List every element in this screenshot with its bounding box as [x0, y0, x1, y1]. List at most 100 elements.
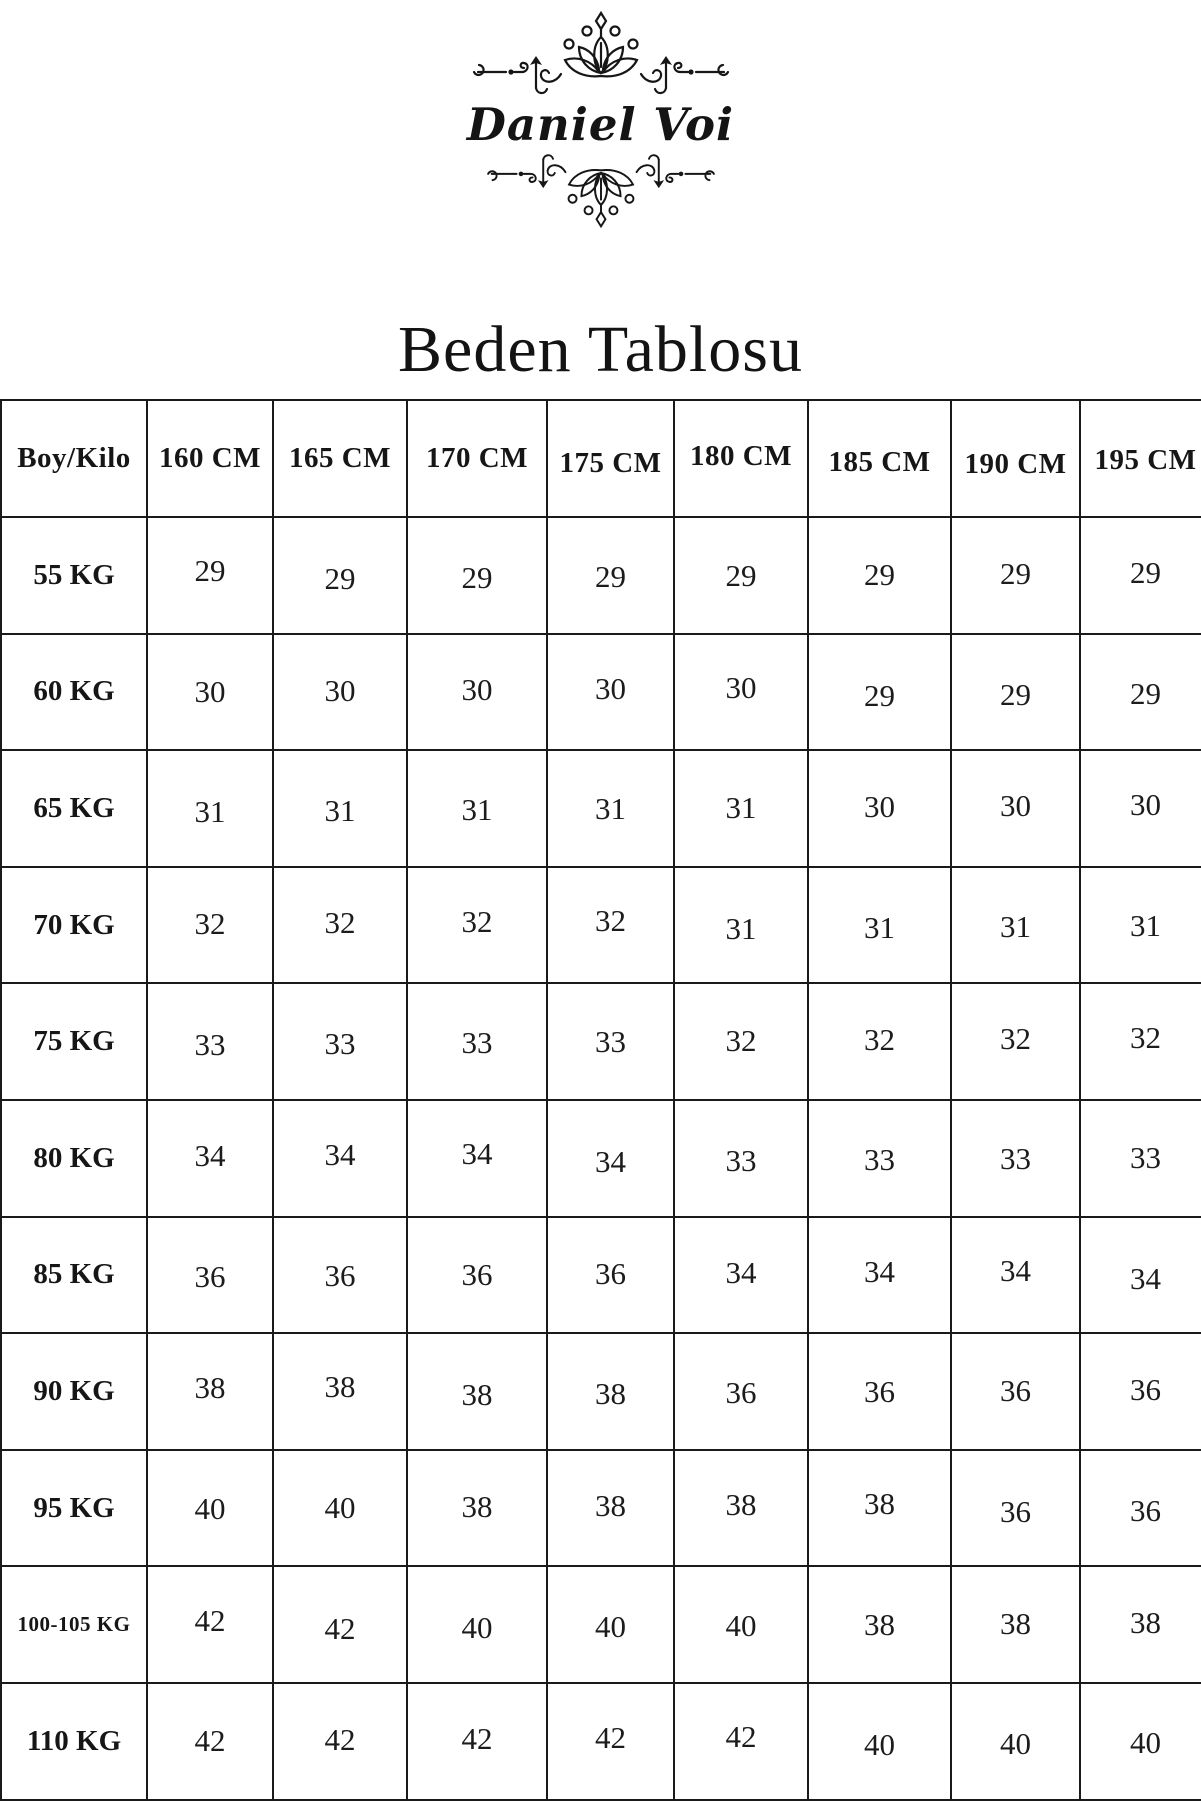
size-cell: 30	[673, 632, 809, 752]
size-cell: 40	[1079, 1681, 1201, 1801]
column-header: 160 CM	[146, 399, 274, 518]
size-cell: 29	[146, 516, 274, 635]
size-cell: 29	[406, 516, 548, 635]
size-cell: 31	[807, 865, 952, 985]
size-cell: 42	[146, 1565, 274, 1684]
size-cell: 42	[272, 1681, 408, 1801]
table-row: 70 KG 32 32 32 32 31 31 31 31	[0, 865, 1201, 985]
size-cell: 40	[146, 1448, 274, 1568]
table-row: 95 KG 40 40 38 38 38 38 36 36	[0, 1448, 1201, 1568]
size-cell: 38	[272, 1332, 408, 1451]
size-cell: 31	[673, 749, 809, 868]
column-header: 175 CM	[546, 399, 675, 518]
size-cell: 31	[1079, 865, 1201, 985]
table-row: 110 KG 42 42 42 42 42 40 40 40	[0, 1681, 1201, 1801]
brand-name: Daniel Voi	[466, 98, 735, 151]
size-cell: 30	[546, 632, 675, 752]
size-cell: 34	[546, 1098, 675, 1218]
brand-logo: Daniel Voi	[0, 10, 1201, 229]
size-cell: 31	[950, 865, 1081, 985]
size-cell: 32	[272, 865, 408, 985]
ornament-bottom-icon	[486, 154, 715, 229]
size-cell: 31	[546, 749, 675, 868]
size-cell: 29	[1079, 516, 1201, 635]
ornament-top-icon	[472, 10, 729, 95]
size-cell: 36	[673, 1332, 809, 1451]
size-cell: 38	[546, 1332, 675, 1451]
size-cell: 30	[146, 632, 274, 752]
size-cell: 34	[272, 1098, 408, 1218]
size-cell: 31	[673, 865, 809, 985]
size-cell: 31	[406, 749, 548, 868]
size-cell: 36	[950, 1332, 1081, 1451]
size-cell: 40	[272, 1448, 408, 1568]
row-label: 70 KG	[0, 865, 148, 985]
size-cell: 36	[1079, 1332, 1201, 1451]
row-label: 80 KG	[0, 1098, 148, 1218]
row-label: 75 KG	[0, 982, 148, 1101]
size-cell: 34	[807, 1215, 952, 1335]
size-cell: 34	[1079, 1215, 1201, 1335]
corner-header-cell: Boy/Kilo	[0, 399, 148, 518]
size-cell: 42	[546, 1681, 675, 1801]
table-row: 55 KG 29 29 29 29 29 29 29 29	[0, 516, 1201, 635]
table-row: 80 KG 34 34 34 34 33 33 33 33	[0, 1098, 1201, 1218]
size-cell: 33	[406, 982, 548, 1101]
size-cell: 33	[950, 1098, 1081, 1218]
size-cell: 42	[146, 1681, 274, 1801]
size-cell: 32	[546, 865, 675, 985]
size-cell: 30	[1079, 749, 1201, 868]
size-cell: 40	[546, 1565, 675, 1684]
column-header: 170 CM	[406, 399, 548, 518]
row-label: 55 KG	[0, 516, 148, 635]
size-cell: 42	[406, 1681, 548, 1801]
column-header: 195 CM	[1079, 399, 1201, 518]
size-cell: 42	[673, 1681, 809, 1801]
size-cell: 42	[272, 1565, 408, 1684]
size-cell: 32	[673, 982, 809, 1101]
size-table-container: Boy/Kilo 160 CM 165 CM 170 CM 175 CM 180…	[0, 399, 1201, 1801]
size-cell: 32	[1079, 982, 1201, 1101]
size-cell: 29	[546, 516, 675, 635]
row-label: 100-105 KG	[0, 1565, 148, 1684]
size-cell: 33	[146, 982, 274, 1101]
table-row: 90 KG 38 38 38 38 36 36 36 36	[0, 1332, 1201, 1451]
size-cell: 34	[406, 1098, 548, 1218]
column-header: 180 CM	[673, 399, 809, 518]
table-row: 85 KG 36 36 36 36 34 34 34 34	[0, 1215, 1201, 1335]
size-cell: 36	[146, 1215, 274, 1335]
size-cell: 30	[807, 749, 952, 868]
row-label: 90 KG	[0, 1332, 148, 1451]
size-cell: 36	[807, 1332, 952, 1451]
size-table-body: 55 KG 29 29 29 29 29 29 29 29 60 KG 30 30 30 30 30 29 29…	[0, 516, 1201, 1801]
size-cell: 38	[1079, 1565, 1201, 1684]
column-header: 185 CM	[807, 399, 952, 518]
table-row: 60 KG 30 30 30 30 30 29 29 29	[0, 632, 1201, 752]
size-cell: 34	[673, 1215, 809, 1335]
size-cell: 36	[950, 1448, 1081, 1568]
size-table: Boy/Kilo 160 CM 165 CM 170 CM 175 CM 180…	[0, 399, 1201, 1801]
row-label: 65 KG	[0, 749, 148, 868]
size-cell: 36	[406, 1215, 548, 1335]
table-row: 100-105 KG 42 42 40 40 40 38 38 38	[0, 1565, 1201, 1684]
size-cell: 29	[807, 516, 952, 635]
size-cell: 38	[950, 1565, 1081, 1684]
size-cell: 38	[146, 1332, 274, 1451]
size-cell: 40	[406, 1565, 548, 1684]
size-cell: 34	[950, 1215, 1081, 1335]
size-cell: 40	[673, 1565, 809, 1684]
size-cell: 40	[950, 1681, 1081, 1801]
size-cell: 36	[546, 1215, 675, 1335]
row-label: 95 KG	[0, 1448, 148, 1568]
size-cell: 32	[807, 982, 952, 1101]
size-cell: 32	[406, 865, 548, 985]
size-cell: 33	[272, 982, 408, 1101]
header-row: Boy/Kilo 160 CM 165 CM 170 CM 175 CM 180…	[0, 399, 1201, 518]
size-cell: 33	[546, 982, 675, 1101]
size-cell: 40	[807, 1681, 952, 1801]
size-cell: 31	[272, 749, 408, 868]
size-cell: 38	[807, 1565, 952, 1684]
size-cell: 38	[546, 1448, 675, 1568]
size-cell: 36	[272, 1215, 408, 1335]
